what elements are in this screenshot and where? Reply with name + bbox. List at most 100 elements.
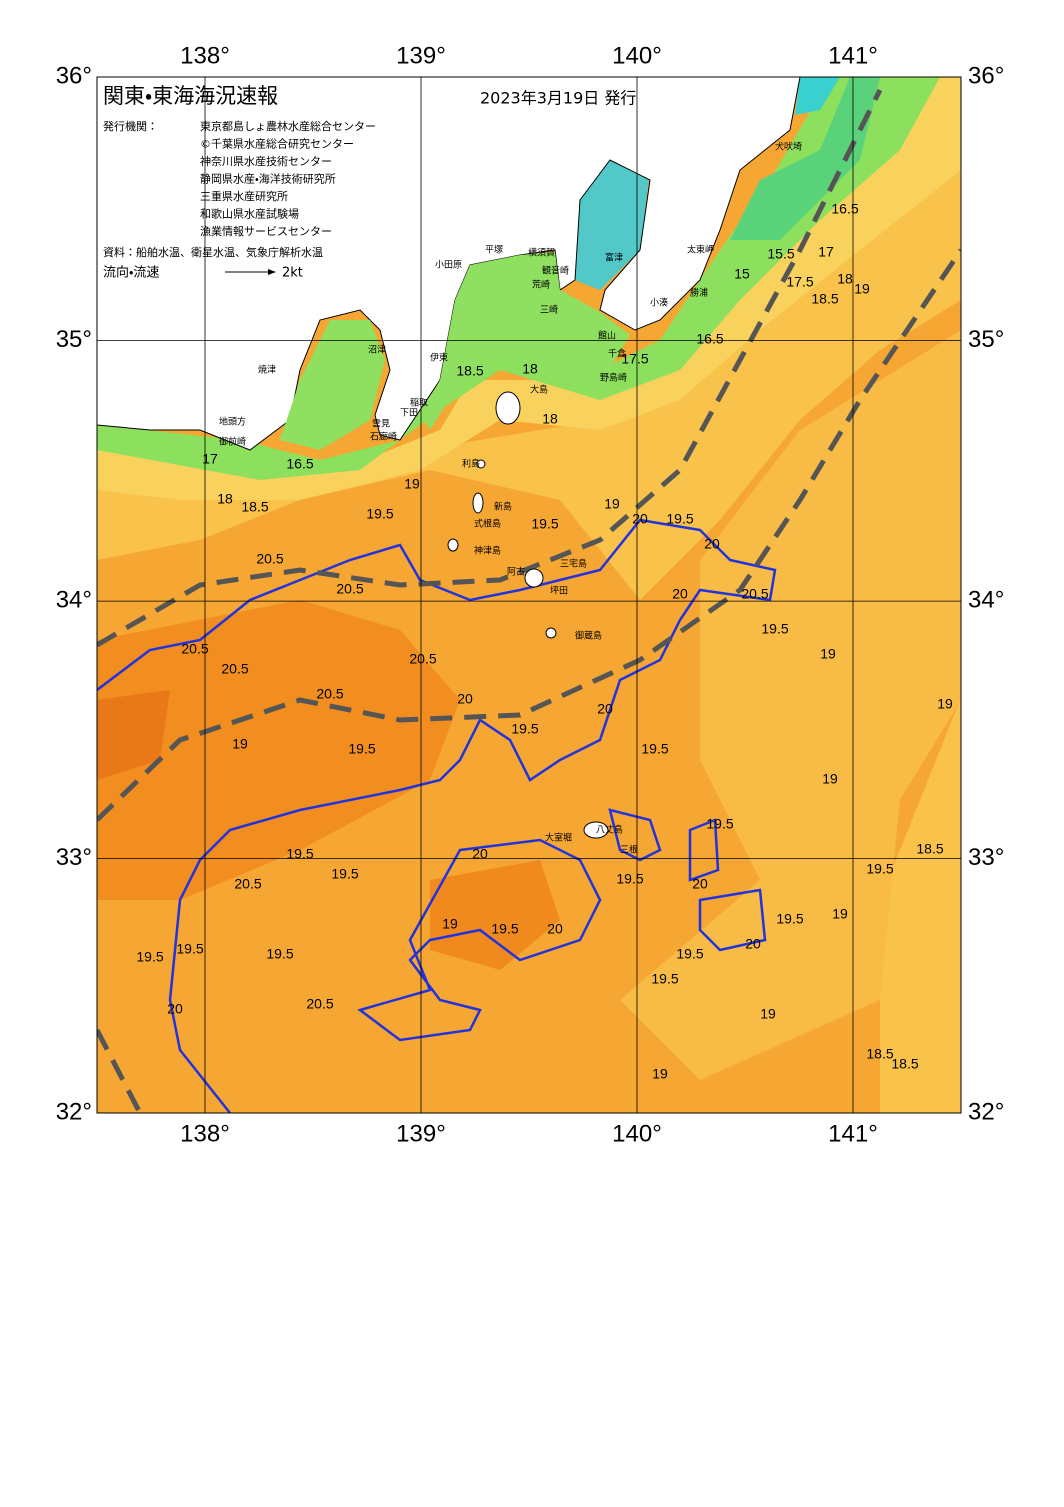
contour-label: 17.5: [621, 351, 648, 367]
source: 資料：船舶水温、衛星水温、気象庁解析水温: [103, 245, 323, 259]
y-tick-label: 36°: [56, 62, 92, 89]
contour-label: 17: [818, 244, 834, 260]
issuer: 漁業情報サービスセンター: [200, 224, 332, 238]
place-name: 太東岬: [687, 244, 714, 256]
contour-label: 20: [692, 876, 708, 892]
contour-label: 20.5: [256, 551, 283, 567]
place-name: 小田原: [435, 260, 462, 271]
contour-label: 19.5: [866, 861, 893, 877]
contour-label: 20: [472, 846, 488, 862]
place-name: 館山: [598, 330, 616, 342]
title: 関東・東海海況速報: [103, 84, 278, 108]
contour-label: 19: [854, 281, 870, 297]
contour-label: 19: [822, 771, 838, 787]
contour-label: 20: [672, 586, 688, 602]
contour-label: 16.5: [696, 331, 723, 347]
contour-label: 19.5: [136, 949, 163, 965]
y-tick-label: 32°: [56, 1098, 92, 1125]
contour-label: 18: [542, 411, 558, 427]
contour-label: 19.5: [266, 946, 293, 962]
place-name: 富津: [605, 252, 623, 264]
contour-label: 20: [547, 921, 563, 937]
contour-label: 19: [442, 916, 458, 932]
map-frame: [96, 76, 962, 1114]
contour-label: 19.5: [511, 721, 538, 737]
place-name: 三宅島: [560, 558, 587, 570]
place-name: 小湊: [650, 297, 668, 309]
contour-label: 20.5: [409, 651, 436, 667]
place-name: 阿古: [507, 566, 525, 578]
issuers-label: 発行機関：: [103, 119, 158, 133]
contour-label: 19.5: [176, 941, 203, 957]
place-name: 雲見: [372, 419, 390, 430]
contour-label: 20.5: [221, 661, 248, 677]
x-tick-label: 139°: [396, 1120, 446, 1147]
place-name: 神津島: [474, 545, 501, 557]
issuer: 静岡県水産・海洋技術研究所: [200, 172, 336, 186]
header: 関東・東海海況速報 2023年3月19日 発行 発行機関： 資料：船舶水温、衛星…: [103, 84, 636, 281]
contour-label: 17: [202, 451, 218, 467]
y-tick-label: 32°: [968, 1098, 1004, 1125]
place-name: 沼津: [368, 345, 386, 356]
warm-water: [430, 860, 560, 970]
place-name: 御前崎: [219, 436, 246, 448]
flow-label: 流向・流速: [103, 265, 159, 281]
contour-label: 17.5: [786, 274, 813, 290]
contour-label: 20: [167, 1001, 183, 1017]
contour-label: 19.5: [286, 846, 313, 862]
contour-label: 19: [232, 736, 248, 752]
contour-label: 19: [937, 696, 953, 712]
contour-label: 19.5: [366, 506, 393, 522]
x-tick-label: 138°: [180, 1120, 230, 1147]
contour-label: 16.5: [286, 456, 313, 472]
place-name: 観音崎: [542, 265, 569, 277]
place-name: 新島: [494, 501, 512, 513]
contour-label: 19.5: [641, 741, 668, 757]
contour-label: 19: [832, 906, 848, 922]
place-name: 犬吠埼: [775, 141, 802, 153]
contour-label: 18.5: [811, 291, 838, 307]
place-name: 平塚: [485, 245, 503, 256]
x-tick-label: 141°: [828, 42, 878, 69]
contour-label: 19.5: [776, 911, 803, 927]
place-name: 坪田: [550, 586, 568, 597]
contour-label: 19.5: [666, 511, 693, 527]
contour-label: 15.5: [767, 246, 794, 262]
kuroshio-axis: [97, 88, 961, 1113]
grid: 138° 138° 139° 139° 140° 140° 141° 141° 32° 32° 33…: [56, 42, 1005, 1147]
contour-label: 19.5: [706, 816, 733, 832]
contour-label: 18: [522, 361, 538, 377]
contour-label: 20.5: [336, 581, 363, 597]
x-tick-label: 139°: [396, 42, 446, 69]
contour-label: 19.5: [761, 621, 788, 637]
contour-label: 20.5: [181, 641, 208, 657]
contour-label: 19: [604, 496, 620, 512]
place-name: 稲取: [410, 397, 428, 409]
place-name: 勝浦: [690, 287, 708, 299]
place-name: 三根: [620, 844, 638, 856]
contour-label: 18.5: [891, 1056, 918, 1072]
warm-water: [97, 690, 170, 780]
place-name: 下田: [400, 408, 418, 419]
issuer: ©千葉県水産総合研究センター: [200, 137, 354, 151]
y-tick-label: 34°: [56, 586, 92, 613]
place-name: 利島: [462, 458, 480, 470]
cool-water: [620, 330, 961, 1080]
flow-arrow-head: [268, 269, 276, 275]
contour-label: 19: [404, 476, 420, 492]
y-tick-label: 35°: [56, 326, 92, 353]
contour-label: 19.5: [348, 741, 375, 757]
contour-label: 19.5: [491, 921, 518, 937]
contour-label: 18.5: [241, 499, 268, 515]
place-name: 石廊崎: [370, 431, 397, 443]
place-name: 八丈島: [596, 824, 623, 836]
place-name: 地頭方: [219, 416, 246, 428]
islands: [447, 391, 609, 839]
x-tick-label: 141°: [828, 1120, 878, 1147]
warm-water: [97, 600, 460, 900]
contour-label: 20: [745, 936, 761, 952]
contour-label: 18: [217, 491, 233, 507]
contour-label: 20: [457, 691, 473, 707]
contour-20: [97, 518, 777, 1113]
